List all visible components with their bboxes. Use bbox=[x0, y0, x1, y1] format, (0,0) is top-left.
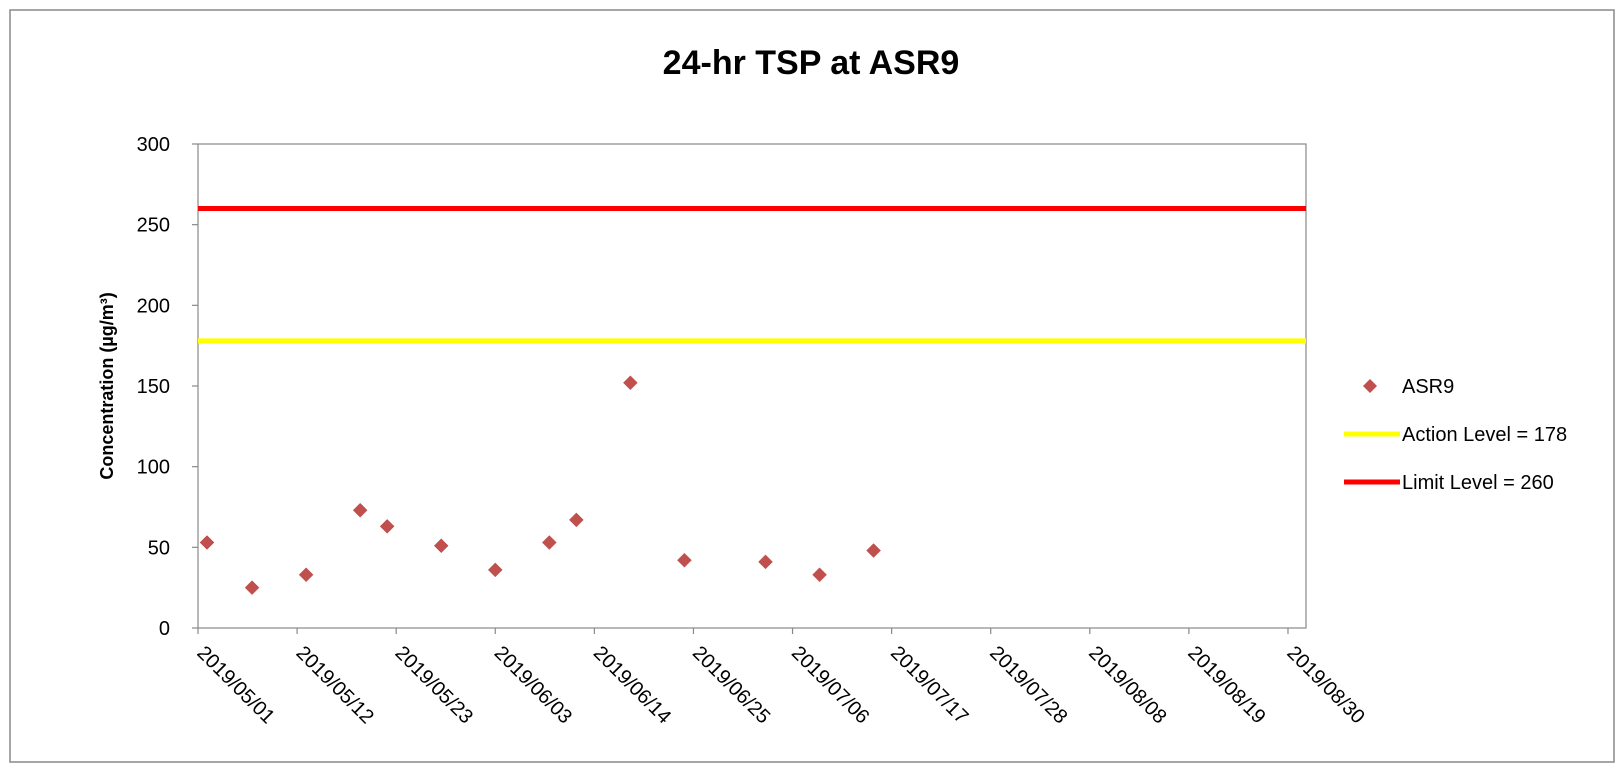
chart-frame bbox=[9, 9, 1615, 763]
data-point bbox=[352, 502, 368, 518]
y-tick-label: 0 bbox=[159, 618, 170, 640]
data-point bbox=[677, 552, 692, 568]
data-point bbox=[866, 543, 881, 558]
legend-label: ASR9 bbox=[1402, 376, 1454, 398]
data-point bbox=[812, 567, 827, 583]
reference-lines bbox=[198, 206, 1306, 344]
legend-label: Action Level = 178 bbox=[1402, 424, 1567, 446]
y-tick-label: 250 bbox=[137, 215, 170, 237]
legend-label: Limit Level = 260 bbox=[1402, 472, 1554, 494]
y-tick-label: 100 bbox=[137, 457, 170, 479]
y-tick-label: 150 bbox=[137, 376, 170, 398]
data-point bbox=[568, 512, 584, 528]
data-point bbox=[758, 554, 773, 570]
y-tick-label: 50 bbox=[148, 537, 170, 559]
data-point bbox=[199, 535, 215, 550]
data-point bbox=[244, 580, 260, 596]
y-axis-label: Concentration (µg/m³) bbox=[97, 292, 117, 479]
data-point bbox=[541, 535, 557, 550]
data-point bbox=[487, 562, 503, 578]
data-point bbox=[298, 567, 314, 583]
data-point bbox=[623, 375, 638, 391]
data-point bbox=[433, 538, 449, 554]
y-tick-label: 300 bbox=[137, 134, 170, 156]
legend: ASR9 Action Level = 178 Limit Level = 260 bbox=[1344, 376, 1567, 494]
data-point bbox=[379, 519, 395, 534]
legend-marker bbox=[1363, 379, 1377, 393]
data-points bbox=[199, 375, 881, 596]
y-tick-label: 200 bbox=[137, 295, 170, 317]
chart-title: 24-hr TSP at ASR9 bbox=[663, 44, 960, 82]
y-axis: 0 50 100 150 200 250 300 bbox=[137, 134, 198, 640]
